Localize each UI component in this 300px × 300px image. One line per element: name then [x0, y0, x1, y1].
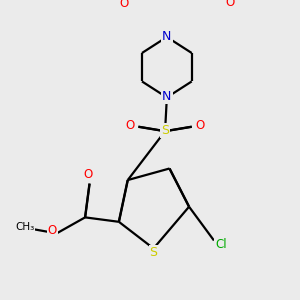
- Text: N: N: [162, 90, 172, 103]
- Text: N: N: [162, 30, 172, 43]
- Text: O: O: [83, 168, 92, 181]
- Text: O: O: [48, 224, 57, 237]
- Text: CH₃: CH₃: [15, 222, 34, 232]
- Text: O: O: [195, 119, 204, 132]
- Text: O: O: [225, 0, 235, 9]
- Text: S: S: [149, 245, 158, 259]
- Text: O: O: [126, 119, 135, 132]
- Text: Cl: Cl: [215, 238, 227, 251]
- Text: S: S: [161, 124, 169, 137]
- Text: O: O: [120, 0, 129, 10]
